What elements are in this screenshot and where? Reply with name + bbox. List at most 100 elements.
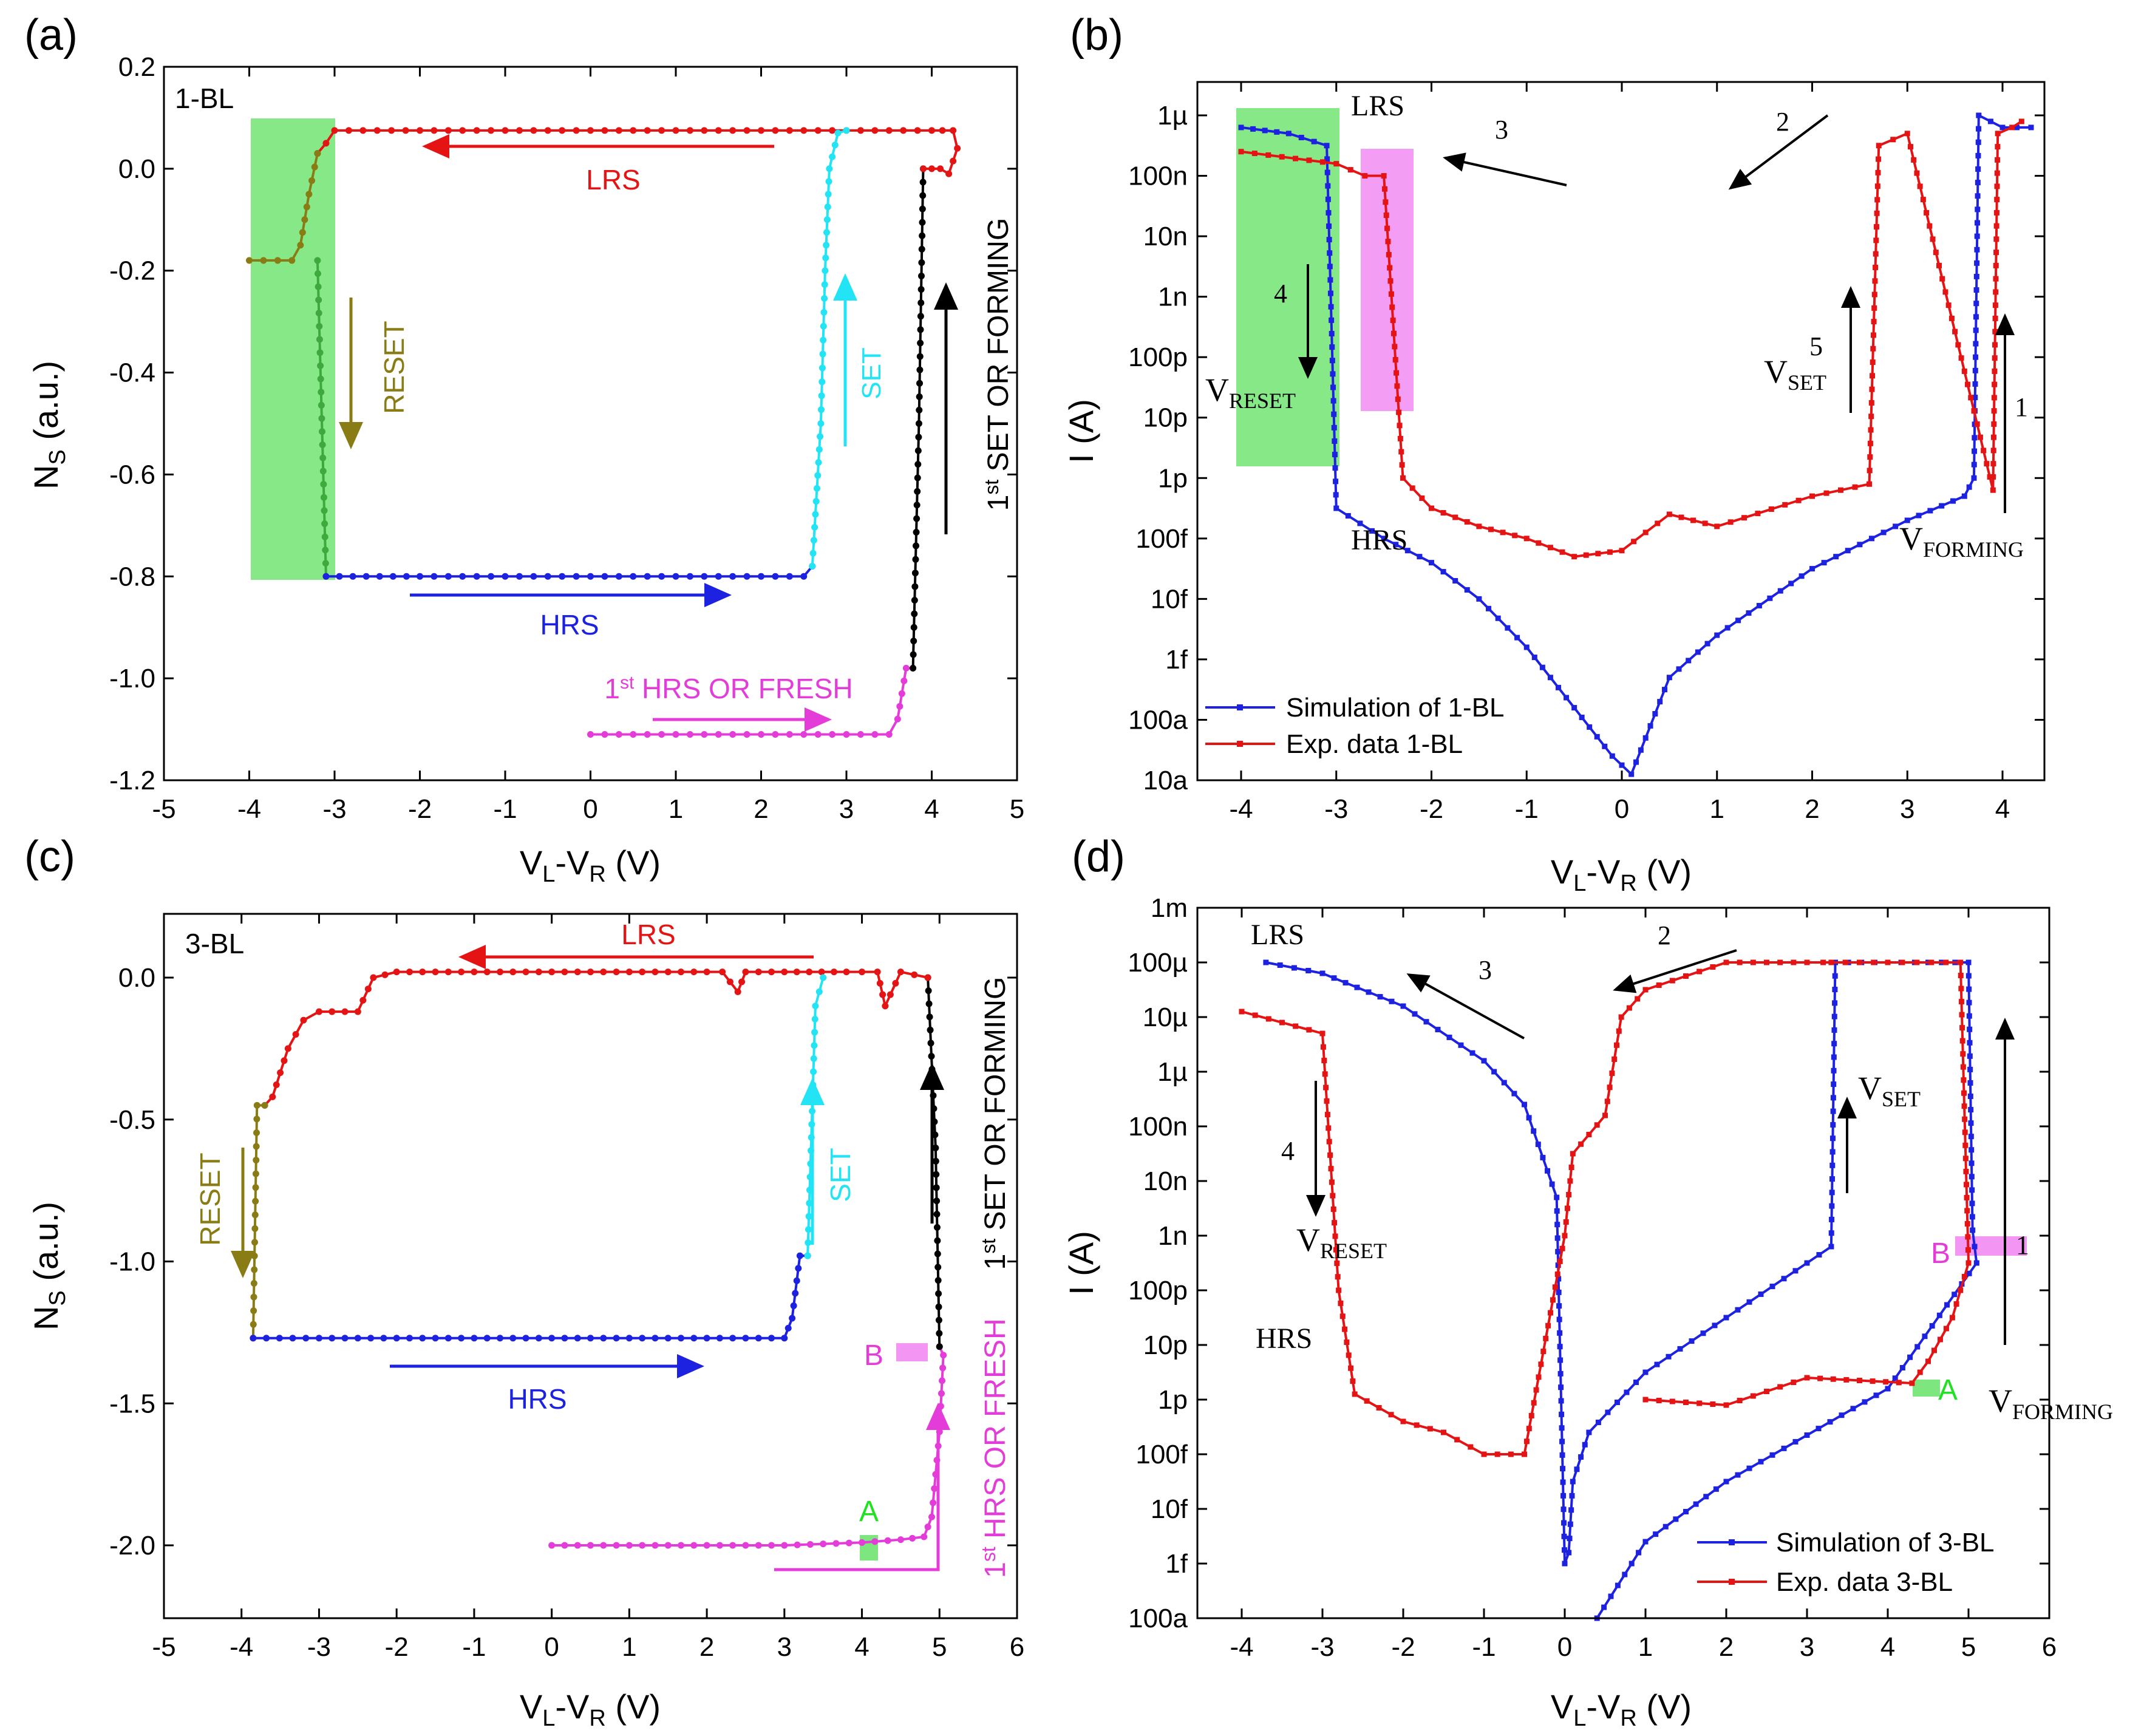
data-point [1904,131,1910,137]
data-point [826,165,833,172]
data-point [824,203,831,211]
data-point [1662,1523,1669,1530]
data-point [1939,503,1945,509]
legend-marker-sim [1729,1539,1735,1545]
data-point [716,1335,723,1342]
data-point [1412,1011,1418,1017]
data-point [716,1542,723,1549]
y-tick-label: -0.6 [109,460,155,489]
data-point [1392,357,1398,363]
data-point [818,968,825,976]
data-point [1741,515,1748,521]
x-tick-label: -1 [493,794,517,824]
data-point [250,1307,257,1315]
y-tick-label: 100n [1128,1112,1188,1142]
data-point [1871,305,1877,311]
data-point [686,573,693,580]
x-tick-label: -1 [1472,1632,1496,1662]
data-point [918,245,925,253]
data-point [715,127,722,134]
data-point [530,573,537,580]
data-point [1804,1432,1810,1438]
data-point [1992,342,1998,348]
data-point [1609,753,1615,759]
x-tick-label: 2 [1719,1632,1734,1662]
y-tick-label: -0.8 [109,562,155,591]
data-point [2018,118,2024,124]
data-point [1566,1550,1572,1556]
data-point [1936,262,1942,268]
data-point [1820,959,1826,965]
data-point [544,127,551,134]
data-point [251,1225,259,1232]
data-point [928,1513,935,1520]
data-point [1975,152,1981,158]
step-3-arrow [1443,152,1567,186]
data-point [509,968,517,976]
data-point [1481,1451,1487,1457]
data-point [742,1542,749,1549]
data-point [934,1277,942,1284]
highlight-box-reset-exp [1361,149,1414,411]
data-point [933,1184,940,1191]
data-point [277,1069,284,1077]
data-point [823,229,831,236]
data-point [2028,124,2034,131]
data-point [1662,687,1668,693]
legend-label-sim: Simulation of 3-BL [1776,1528,1995,1557]
data-point [1346,1352,1352,1358]
data-point [269,1093,276,1100]
data-point [1958,1287,1964,1293]
data-point [910,624,917,631]
data-point [1991,395,1997,401]
data-point [1936,1312,1942,1318]
data-point [1735,1472,1741,1478]
data-point [915,420,922,427]
data-point [832,1540,840,1547]
data-point [1381,186,1387,192]
data-point [1468,1444,1474,1450]
y-tick-label: 1m [1151,893,1188,923]
x-tick-label: 4 [1880,1632,1895,1662]
data-point [314,257,321,264]
data-point [1949,1315,1955,1321]
data-point [916,366,924,373]
data-point [928,1052,935,1060]
data-point [1967,1053,1973,1059]
data-point [1619,548,1625,554]
data-point [1871,959,1877,965]
data-point [1961,1090,1967,1096]
data-point [1974,260,1980,266]
data-point [1874,210,1880,216]
data-point [1347,167,1353,173]
data-point [625,968,633,976]
step-3-label: 3 [1495,115,1508,145]
data-point [1409,485,1415,491]
data-point [305,191,313,198]
data-point [1792,1268,1799,1274]
data-point [1987,118,1993,124]
data-point [924,974,931,981]
data-point [658,573,665,580]
data-point [859,1539,866,1546]
data-point [1782,502,1788,508]
data-point [1583,552,1589,558]
data-point [1429,505,1434,511]
data-point [1500,529,1506,536]
data-point [1330,1193,1336,1199]
data-point [1400,475,1406,481]
data-point [715,573,722,580]
data-point [388,127,395,134]
data-point [1737,1398,1743,1403]
data-point [1723,1402,1729,1408]
data-point [1832,987,1838,993]
data-point [919,232,926,239]
data-point [1904,517,1910,523]
data-point [913,542,920,550]
x-tick-label: 0 [583,794,597,824]
data-point [664,968,672,976]
data-point [1547,675,1553,681]
data-point [432,968,439,976]
data-point [1293,155,1299,162]
data-point [1567,1536,1573,1542]
